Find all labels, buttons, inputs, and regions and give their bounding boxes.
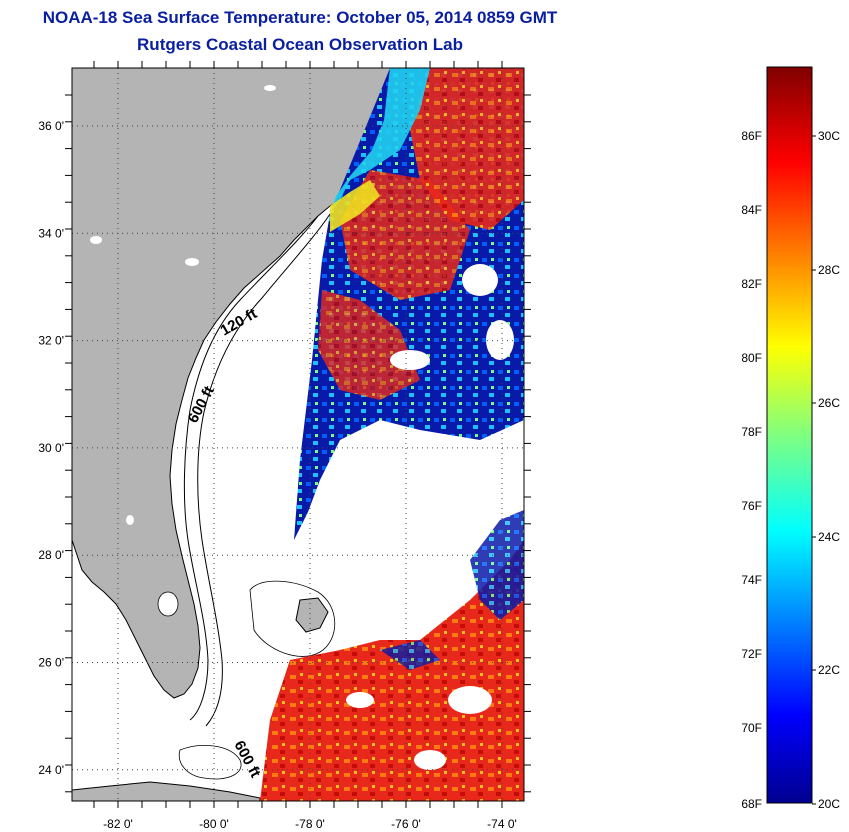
colorbar-f-label: 68F xyxy=(741,797,762,811)
colorbar-f-label: 84F xyxy=(741,203,762,217)
colorbar-f-label: 76F xyxy=(741,499,762,513)
contour-line-keys xyxy=(178,745,242,780)
map-frame xyxy=(71,67,525,802)
colorbar-f-label: 72F xyxy=(741,647,762,661)
lon-tick-label: -78 0' xyxy=(295,817,325,831)
sst-coastal-cold xyxy=(330,68,430,214)
sst-warm-band-gulfstream xyxy=(318,290,420,400)
cloud-gap xyxy=(486,320,514,360)
lat-tick-label: 30 0' xyxy=(38,441,64,455)
cloud-gap xyxy=(414,750,446,770)
lat-tick-label: 36 0' xyxy=(38,119,64,133)
colorbar-f-label: 82F xyxy=(741,277,762,291)
land-mass-bahamas xyxy=(295,597,329,633)
lake-okeechobee xyxy=(157,591,179,617)
map-title: NOAA-18 Sea Surface Temperature: October… xyxy=(42,8,558,27)
colorbar-f-label: 86F xyxy=(741,129,762,143)
lon-tick-label: -76 0' xyxy=(391,817,421,831)
lon-tick-label: -74 0' xyxy=(487,817,517,831)
colorbar-c-label: 20C xyxy=(818,797,840,811)
land-mass-cuba xyxy=(72,781,261,801)
lat-tick-label: 24 0' xyxy=(38,763,64,777)
lat-tick-label: 26 0' xyxy=(38,656,64,670)
contour-line-120ft xyxy=(183,215,319,721)
cloud-gap xyxy=(346,692,374,708)
colorbar-c-label: 22C xyxy=(818,663,840,677)
colorbar-f-label: 78F xyxy=(741,425,762,439)
cloud-gap xyxy=(448,686,492,714)
map-grid xyxy=(72,68,524,801)
colorbar-c-label: 30C xyxy=(818,129,840,143)
lake-icon xyxy=(185,258,199,266)
contour-line-600ft xyxy=(197,213,331,727)
lake-icon xyxy=(90,236,102,244)
sst-cool-patches-south xyxy=(470,510,524,620)
sst-cool-patch-east xyxy=(380,640,440,670)
lon-tick-label: -80 0' xyxy=(199,817,229,831)
lat-tick-label: 32 0' xyxy=(38,334,64,348)
map-axis-ticks xyxy=(65,61,531,808)
colorbar-c-label: 26C xyxy=(818,396,840,410)
colorbar-f-label: 80F xyxy=(741,351,762,365)
colorbar-f-label: 70F xyxy=(741,721,762,735)
lat-tick-label: 34 0' xyxy=(38,226,64,240)
lat-tick-label: 28 0' xyxy=(38,548,64,562)
lake-icon xyxy=(264,85,276,91)
cloud-gap xyxy=(462,264,498,296)
lon-tick-label: -82 0' xyxy=(103,817,133,831)
colorbar-c-label: 24C xyxy=(818,530,840,544)
colorbar-c-label: 28C xyxy=(818,263,840,277)
colorbar-f-label: 74F xyxy=(741,573,762,587)
lake-icon xyxy=(126,515,134,525)
sst-warm-patch-ne xyxy=(410,68,524,230)
contour-line-bahamas xyxy=(249,580,336,657)
cloud-gap xyxy=(390,350,430,370)
sst-coastal-yellow xyxy=(330,180,380,232)
colorbar-gradient xyxy=(766,66,813,804)
map-subtitle: Rutgers Coastal Ocean Observation Lab xyxy=(137,35,463,54)
sst-swath-south xyxy=(260,540,524,801)
